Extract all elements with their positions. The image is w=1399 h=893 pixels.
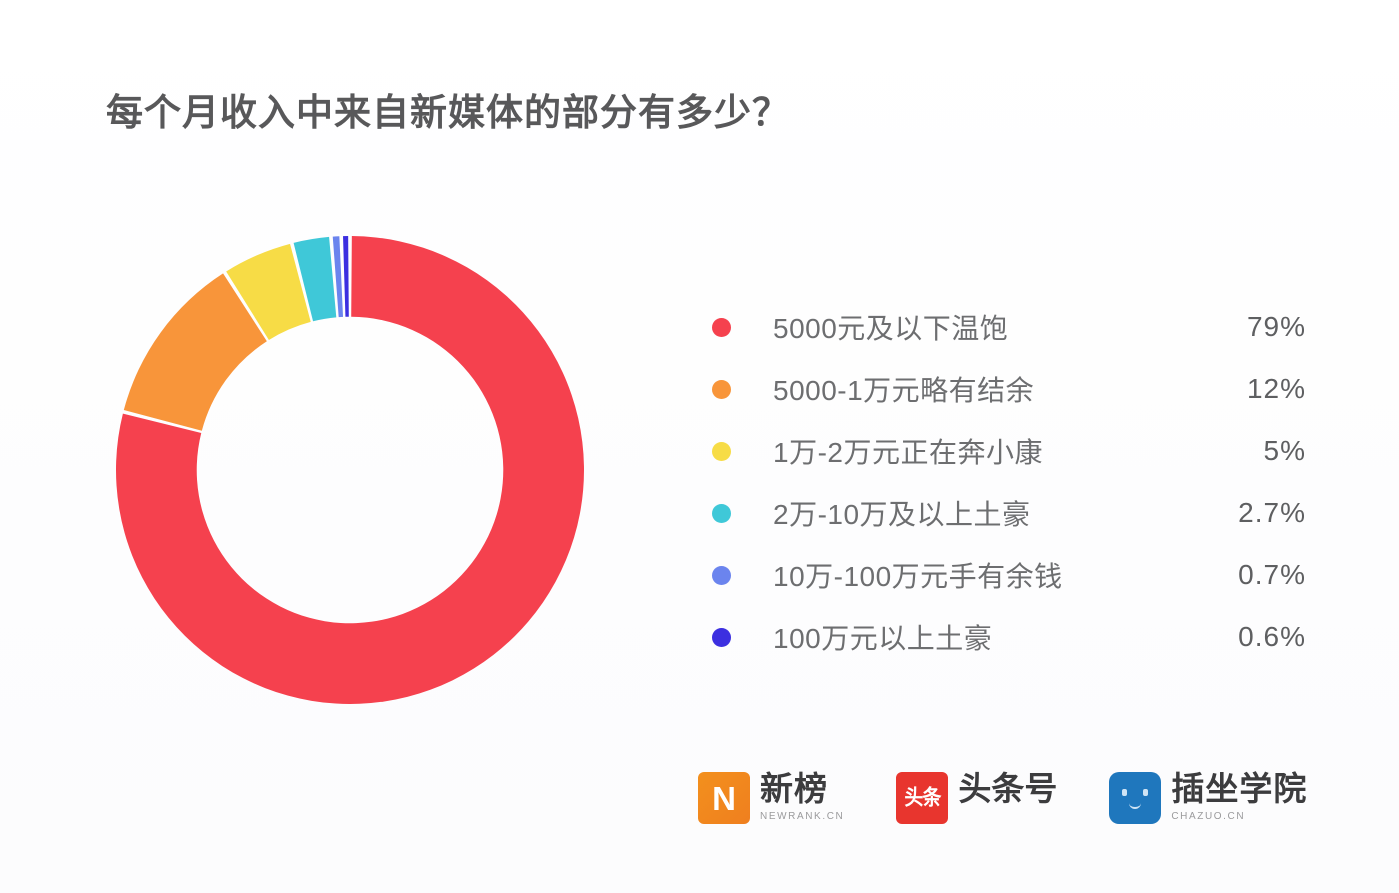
legend-label-4: 10万-100万元手有余钱 [773,561,1063,592]
newrank-name: 新榜 [760,770,828,807]
newrank-sub: NEWRANK.CN [760,810,845,822]
toutiaohao-text: 头条号 [958,770,1058,811]
legend-item-0[interactable]: 5000元及以下温饱 79% [706,296,1306,358]
chazuo-sub: CHAZUO.CN [1171,810,1246,822]
chazuo-face-icon [1118,785,1152,811]
chazuo-eye-right-icon [1143,789,1149,796]
legend-label-5: 100万元以上土豪 [773,623,993,654]
legend-swatch-icon-5 [712,627,731,647]
legend-value-3: 2.7% [1238,497,1306,528]
legend-swatch-icon-2 [712,441,731,461]
legend-item-3[interactable]: 2万-10万及以上土豪 2.7% [706,482,1306,544]
legend-value-5: 0.6% [1238,621,1306,652]
legend-value-1: 12% [1246,373,1306,404]
newrank-mark-icon: N [698,772,750,824]
legend-swatch-icon-3 [712,503,731,523]
chazuo-eye-left-icon [1122,789,1128,796]
donut-slice-5[interactable] [343,236,349,317]
legend-label-1: 5000-1万元略有结余 [773,375,1035,406]
donut-chart-svg [116,236,584,704]
legend-value-4: 0.7% [1238,559,1306,590]
legend-swatch-icon-0 [712,317,731,337]
chart-legend: 5000元及以下温饱 79% 5000-1万元略有结余 12% 1万-2万元正在… [706,296,1306,668]
toutiaohao-name: 头条号 [958,770,1058,807]
logo-toutiaohao: 头条 头条号 [896,770,1058,824]
legend-value-0: 79% [1246,311,1306,342]
donut-slice-1[interactable] [123,273,267,431]
legend-item-2[interactable]: 1万-2万元正在奔小康 5% [706,420,1306,482]
page-title: 每个月收入中来自新媒体的部分有多少？ [106,92,790,133]
donut-slice-0[interactable] [116,236,584,704]
legend-swatch-icon-4 [712,565,731,585]
donut-slice-4[interactable] [332,236,344,318]
chazuo-name: 插坐学院 [1171,770,1308,807]
newrank-text: 新榜 NEWRANK.CN [760,770,845,822]
donut-slice-group [116,236,584,704]
chazuo-text: 插坐学院 CHAZUO.CN [1171,770,1308,822]
toutiaohao-glyph: 头条 [904,786,941,810]
legend-item-1[interactable]: 5000-1万元略有结余 12% [706,358,1306,420]
footer-logo-bar: N 新榜 NEWRANK.CN 头条 头条号 [698,770,1308,824]
donut-slice-3[interactable] [293,236,337,322]
toutiaohao-mark-icon: 头条 [896,772,949,824]
legend-label-2: 1万-2万元正在奔小康 [773,437,1043,468]
legend-label-3: 2万-10万及以上土豪 [773,499,1031,530]
chazuo-smile-icon [1129,801,1142,809]
legend-swatch-icon-1 [712,379,731,399]
donut-slice-2[interactable] [226,243,311,340]
logo-newrank: N 新榜 NEWRANK.CN [698,770,845,824]
legend-item-5[interactable]: 100万元以上土豪 0.6% [706,606,1306,668]
legend-label-0: 5000元及以下温饱 [773,313,1009,344]
newrank-glyph: N [712,779,736,817]
legend-item-4[interactable]: 10万-100万元手有余钱 0.7% [706,544,1306,606]
legend-value-2: 5% [1263,435,1306,466]
logo-chazuo: 插坐学院 CHAZUO.CN [1109,770,1308,824]
donut-chart [116,236,584,704]
chazuo-mark-icon [1109,772,1162,824]
